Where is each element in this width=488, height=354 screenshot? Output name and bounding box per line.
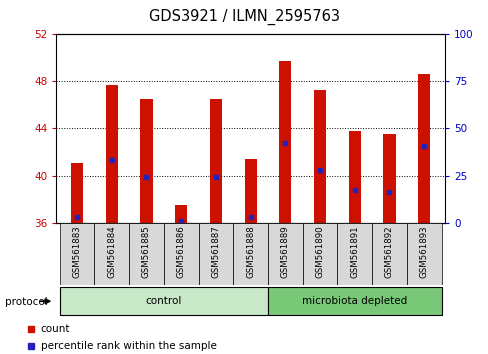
Bar — [348, 131, 360, 223]
Text: GSM561884: GSM561884 — [107, 225, 116, 278]
Text: GSM561883: GSM561883 — [72, 225, 81, 278]
Text: GSM561891: GSM561891 — [349, 225, 359, 278]
Bar — [94, 223, 129, 285]
Text: GDS3921 / ILMN_2595763: GDS3921 / ILMN_2595763 — [149, 9, 339, 25]
Bar — [105, 85, 118, 223]
Text: GSM561893: GSM561893 — [419, 225, 428, 278]
Text: control: control — [145, 296, 182, 306]
Bar — [60, 287, 267, 315]
Bar — [198, 223, 233, 285]
Bar — [209, 99, 222, 223]
Text: microbiota depleted: microbiota depleted — [302, 296, 407, 306]
Text: GSM561887: GSM561887 — [211, 225, 220, 278]
Bar — [163, 223, 198, 285]
Text: count: count — [41, 324, 70, 333]
Bar — [406, 223, 441, 285]
Bar — [71, 162, 83, 223]
Bar — [175, 205, 187, 223]
Bar — [279, 61, 291, 223]
Text: GSM561885: GSM561885 — [142, 225, 151, 278]
Bar — [417, 74, 429, 223]
Text: GSM561890: GSM561890 — [315, 225, 324, 278]
Bar — [371, 223, 406, 285]
Text: GSM561886: GSM561886 — [176, 225, 185, 278]
Bar — [129, 223, 163, 285]
Text: percentile rank within the sample: percentile rank within the sample — [41, 341, 216, 351]
Text: GSM561888: GSM561888 — [245, 225, 255, 278]
Bar — [383, 134, 395, 223]
Bar — [313, 90, 325, 223]
Bar — [267, 223, 302, 285]
Bar — [337, 223, 371, 285]
Text: GSM561892: GSM561892 — [384, 225, 393, 278]
Bar — [60, 223, 94, 285]
Text: GSM561889: GSM561889 — [280, 225, 289, 278]
Bar — [233, 223, 267, 285]
Bar — [140, 99, 152, 223]
Bar — [302, 223, 337, 285]
Bar — [267, 287, 441, 315]
Bar — [244, 159, 256, 223]
Text: protocol: protocol — [5, 297, 47, 307]
